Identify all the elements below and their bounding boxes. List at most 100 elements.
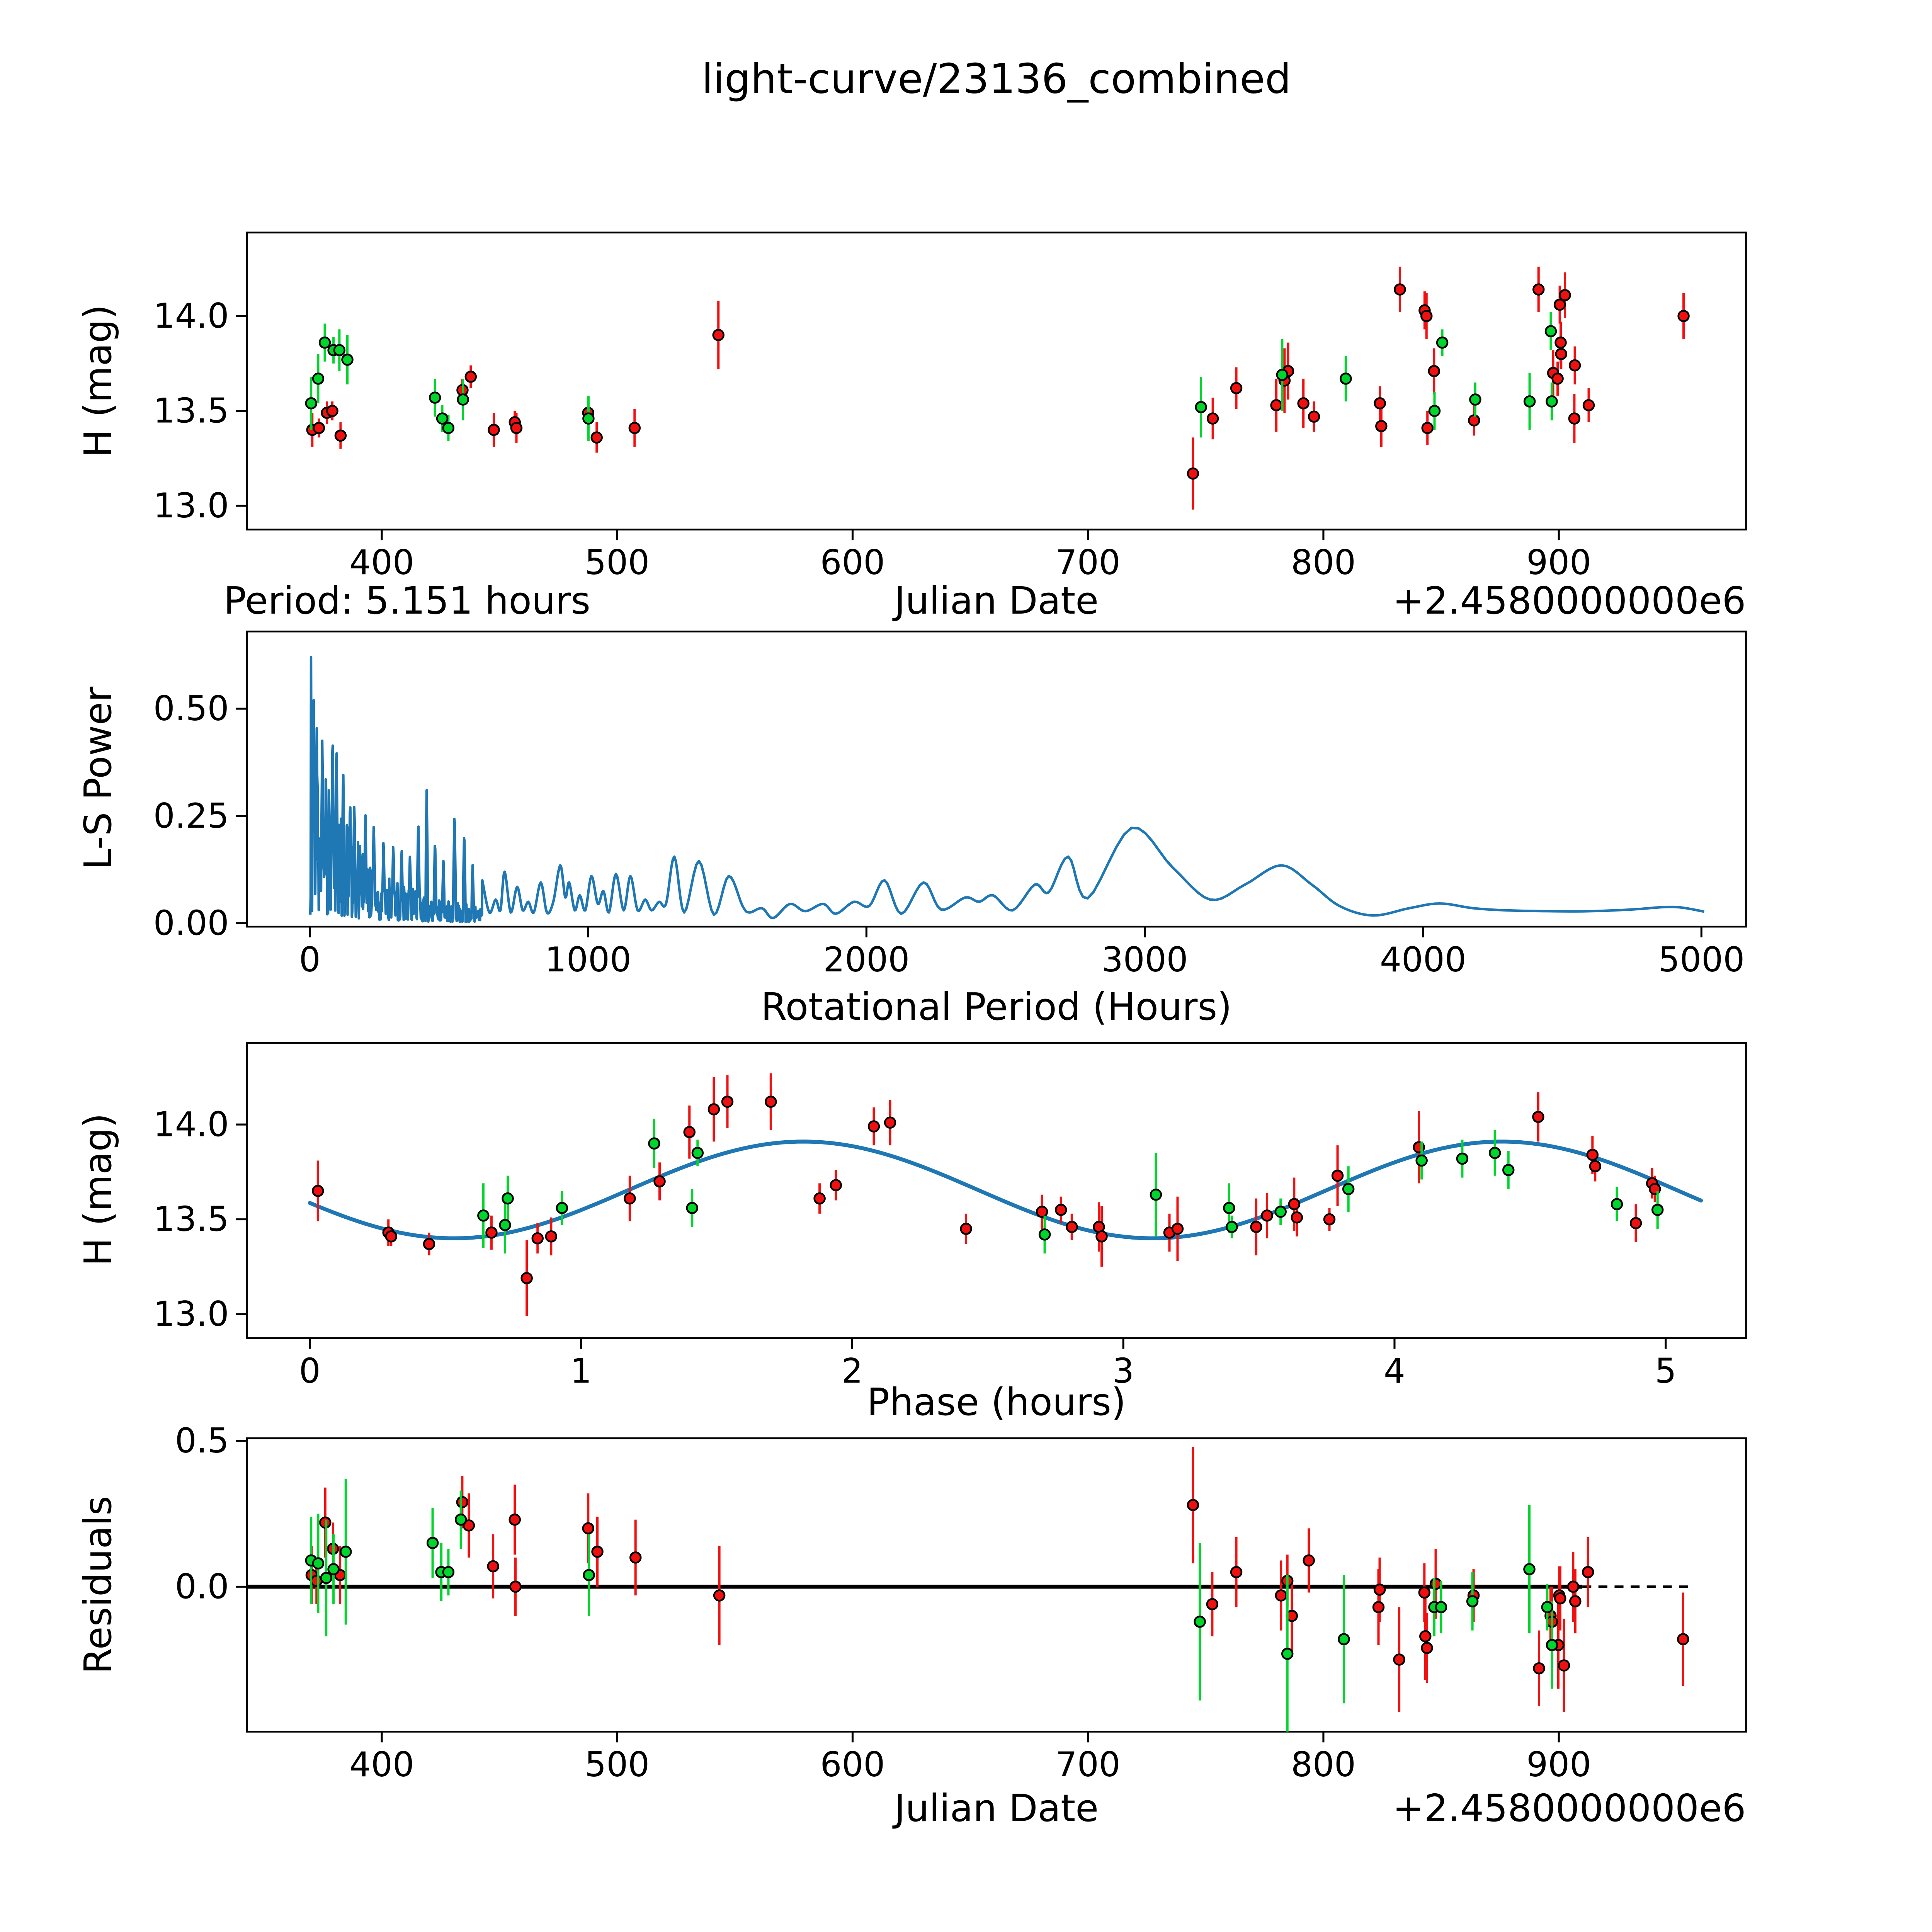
data-point <box>1554 336 1567 349</box>
jd-magnitude-plot-frame: 400 500 600 700 800 900 13.0 13.5 14.0 <box>153 296 1591 582</box>
phase-plot-ylabel: H (mag) <box>76 1113 120 1266</box>
data-point <box>960 1223 972 1235</box>
data-point <box>1523 395 1536 408</box>
y-tick-label: 0.5 <box>175 1421 229 1461</box>
x-tick-label: 3 <box>1112 1351 1134 1391</box>
x-tick-label: 700 <box>1056 543 1121 582</box>
data-point <box>499 1219 511 1231</box>
data-point <box>1419 1630 1432 1643</box>
x-tick-label: 0 <box>299 1351 321 1391</box>
x-tick-label: 4 <box>1384 1351 1405 1391</box>
data-point <box>1559 289 1571 301</box>
data-point <box>556 1202 568 1214</box>
data-point <box>1568 412 1581 425</box>
data-point <box>1340 372 1352 385</box>
jd-magnitude-plot-green_points <box>305 312 1558 442</box>
data-point <box>1261 1209 1273 1222</box>
data-point <box>583 1569 595 1581</box>
residuals-plot-red_points <box>305 1447 1689 1712</box>
data-point <box>1532 1111 1544 1123</box>
data-point <box>1194 1616 1206 1628</box>
x-tick-label: 2000 <box>823 940 910 980</box>
data-point <box>712 329 724 341</box>
data-point <box>509 1580 522 1593</box>
data-point <box>1435 1601 1447 1613</box>
data-point <box>318 336 331 349</box>
data-point <box>1308 410 1320 423</box>
x-tick-label: 900 <box>1526 1745 1591 1784</box>
data-point <box>1677 310 1690 322</box>
x-tick-label: 600 <box>820 1745 885 1784</box>
data-point <box>1420 310 1433 322</box>
data-point <box>1375 420 1388 432</box>
data-point <box>531 1232 544 1245</box>
phase-plot-green_points <box>477 1119 1664 1254</box>
data-point <box>867 1120 880 1133</box>
data-point <box>1291 1211 1303 1224</box>
data-point <box>1095 1230 1108 1243</box>
jd-plot-ylabel: H (mag) <box>76 304 120 457</box>
data-point <box>456 1496 469 1509</box>
data-point <box>1651 1204 1664 1216</box>
data-point <box>442 1566 455 1578</box>
phase-plot-red_points <box>312 1073 1661 1316</box>
data-point <box>721 1095 734 1108</box>
data-point <box>629 1551 642 1564</box>
data-point <box>1551 372 1564 385</box>
data-point <box>683 1126 696 1138</box>
data-point <box>765 1095 777 1108</box>
data-point <box>582 412 595 425</box>
y-tick-label: 0.25 <box>153 796 229 836</box>
data-point <box>1374 397 1386 410</box>
figure-title: light-curve/23136_combined <box>702 55 1291 103</box>
residuals-xlabel: Julian Date <box>892 1786 1099 1830</box>
x-tick-label: 600 <box>820 543 885 582</box>
x-tick-label: 3000 <box>1102 940 1188 980</box>
data-point <box>1468 414 1480 427</box>
data-point <box>1558 1659 1570 1672</box>
data-point <box>423 1238 435 1250</box>
static-labels: H (mag) Period: 5.151 hours Julian Date … <box>76 304 1746 1830</box>
data-point <box>454 1514 467 1526</box>
data-point <box>485 1226 498 1239</box>
data-point <box>1428 405 1441 417</box>
data-point <box>1226 1221 1238 1233</box>
data-point <box>488 423 500 436</box>
residuals-offset-text: +2.4580000000e6 <box>1393 1786 1746 1830</box>
jd-magnitude-plot-border <box>246 231 1747 531</box>
x-tick-label: 900 <box>1526 543 1591 582</box>
data-point <box>1421 422 1434 434</box>
y-tick-label: 14.0 <box>153 296 229 336</box>
data-point <box>1677 1633 1689 1645</box>
data-point <box>334 429 347 442</box>
phase-plot-border <box>246 1042 1747 1339</box>
data-point <box>830 1179 842 1192</box>
periodogram-plot <box>309 656 1705 923</box>
data-point <box>707 1103 720 1116</box>
data-point <box>1323 1213 1336 1226</box>
x-tick-label: 800 <box>1291 543 1356 582</box>
data-point <box>1054 1204 1067 1216</box>
data-point <box>1270 399 1282 412</box>
data-point <box>1544 325 1557 337</box>
x-tick-label: 4000 <box>1380 940 1466 980</box>
data-point <box>385 1230 398 1243</box>
phase-plot-xlabel: Phase (hours) <box>867 1380 1126 1424</box>
data-point <box>1281 1648 1294 1660</box>
residuals-plot-green_points <box>305 1479 1558 1732</box>
x-tick-label: 1000 <box>545 940 631 980</box>
x-tick-label: 700 <box>1056 1745 1121 1784</box>
data-point <box>653 1175 666 1188</box>
data-point <box>1250 1221 1262 1233</box>
data-point <box>1523 1563 1536 1575</box>
data-point <box>628 422 641 434</box>
y-tick-label: 0.00 <box>153 903 229 943</box>
data-point <box>1230 1566 1243 1578</box>
data-point <box>1223 1202 1235 1214</box>
x-tick-label: 5000 <box>1658 940 1745 980</box>
jd-plot-xlabel: Julian Date <box>892 579 1099 622</box>
data-point <box>1297 397 1310 410</box>
data-point <box>686 1202 698 1214</box>
data-point <box>1555 348 1568 360</box>
data-point <box>1567 1580 1580 1593</box>
